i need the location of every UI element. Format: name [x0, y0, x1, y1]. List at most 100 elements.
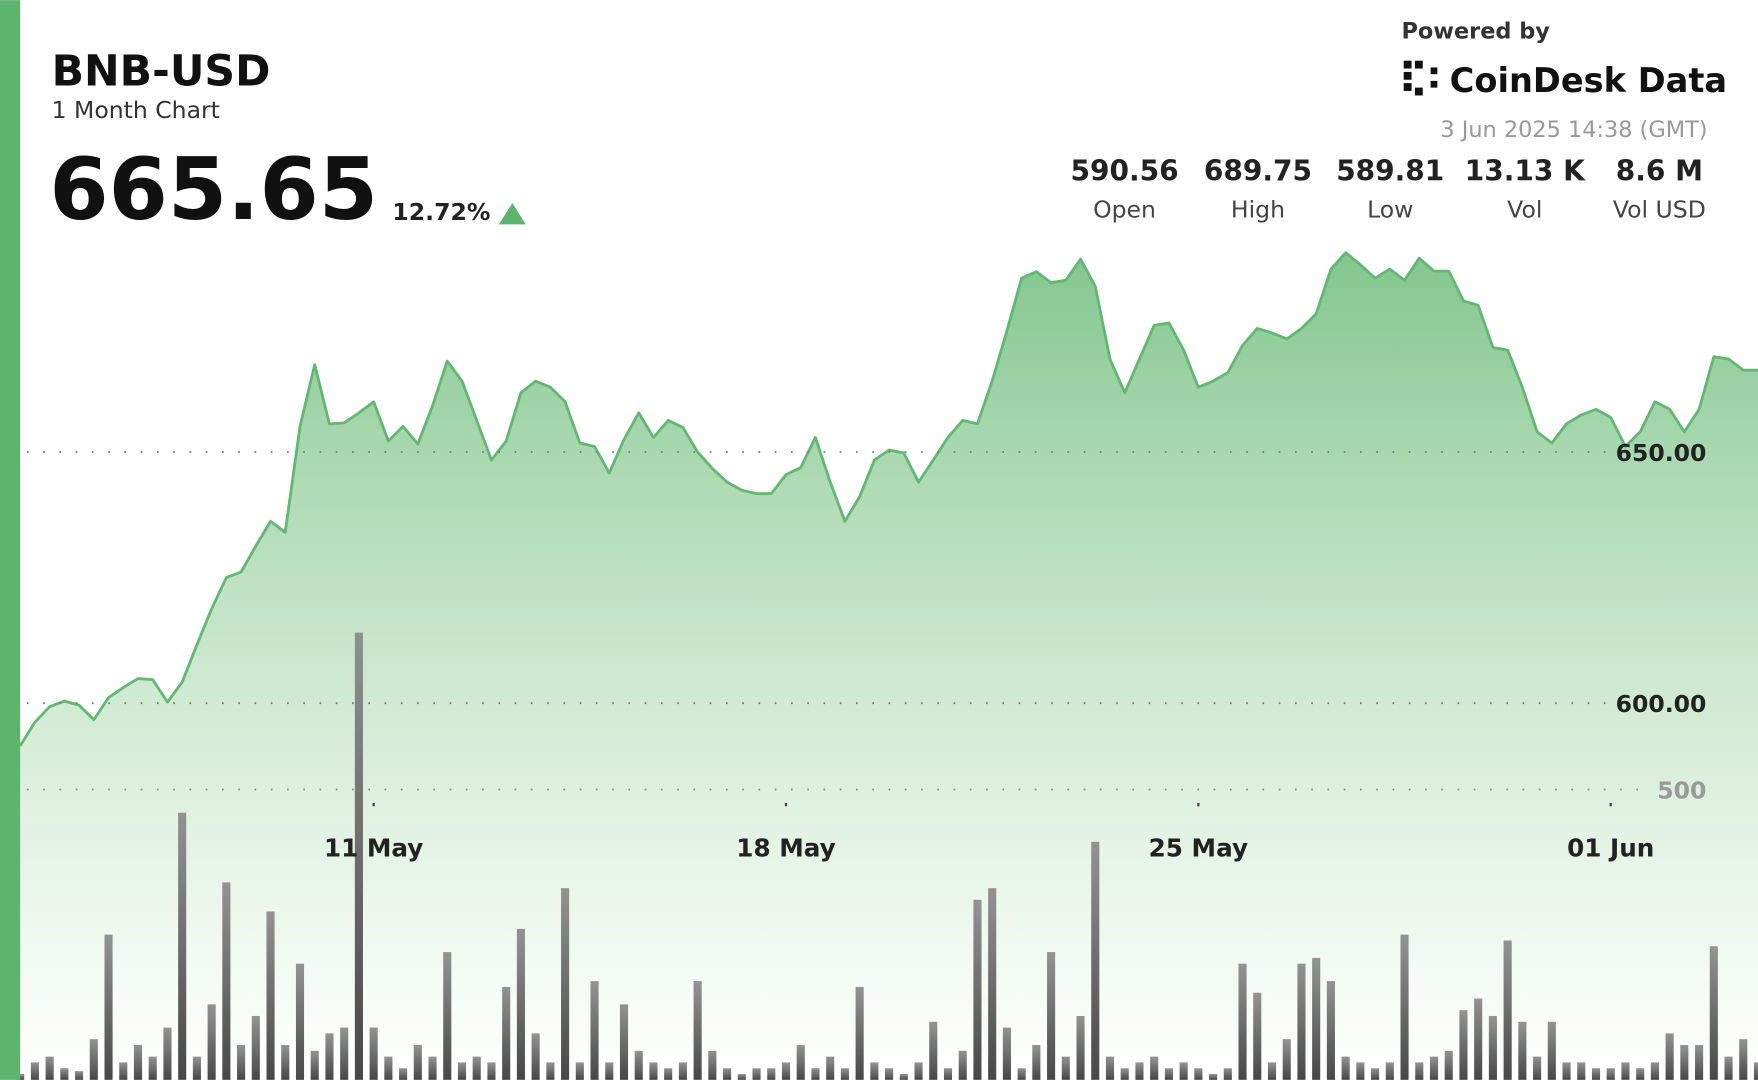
volume-bar — [605, 1062, 614, 1080]
volume-bar — [1105, 1056, 1115, 1080]
x-tick-label: 18 May — [736, 834, 835, 863]
brand-logo — [1403, 60, 1438, 96]
volume-bar — [1047, 952, 1056, 1080]
volume-bar — [1312, 957, 1321, 1080]
volume-bar — [1474, 998, 1483, 1080]
volume-bar — [664, 1068, 673, 1080]
volume-bar — [45, 1056, 54, 1080]
stat-value: 590.56 — [1070, 155, 1178, 188]
volume-bar — [546, 1062, 555, 1080]
volume-bar — [443, 952, 452, 1080]
volume-bar — [1488, 1015, 1497, 1080]
volume-bar — [723, 1068, 732, 1080]
title: BNB-USD — [52, 46, 271, 96]
volume-bar — [885, 1068, 894, 1080]
volume-bar — [295, 963, 305, 1080]
volume-bar — [1636, 1068, 1645, 1080]
volume-bar — [310, 1050, 319, 1080]
volume-bar — [178, 812, 187, 1080]
plot-area: 600.00 650.00 500 11 May 18 May 25 May 01 Jun — [16, 251, 1758, 1080]
stat-label: Vol USD — [1613, 196, 1706, 224]
volume-bar — [1444, 1050, 1453, 1080]
area-fill — [20, 252, 1758, 1080]
stat-label: Open — [1093, 196, 1156, 224]
volume-bar — [413, 1044, 422, 1080]
volume-bar — [1709, 946, 1718, 1080]
volume-bar — [163, 1027, 172, 1080]
volume-bar — [1194, 1068, 1203, 1080]
volume-bar — [678, 1062, 687, 1080]
x-tick-label: 25 May — [1149, 834, 1248, 863]
volume-bar — [1002, 1027, 1011, 1080]
accent-bar — [0, 0, 21, 1080]
volume-bar — [1267, 1062, 1277, 1080]
stat-value: 13.13 K — [1465, 155, 1586, 188]
stat-label: Low — [1367, 196, 1413, 224]
volume-bar — [1665, 1033, 1674, 1080]
stats: 590.56 Open 689.75 High 589.81 Low 13.13 K Vol 8… — [1070, 155, 1705, 224]
volume-bar — [1724, 1056, 1733, 1080]
brand: CoinDesk Data — [1450, 61, 1727, 100]
change: 12.72% — [392, 198, 490, 226]
subtitle: 1 Month Chart — [52, 96, 220, 124]
volume-bar — [752, 1068, 761, 1080]
volume-bar — [929, 1021, 938, 1080]
volume-bar — [1459, 1010, 1468, 1080]
volume-bar — [148, 1056, 157, 1080]
volume-bar — [487, 1062, 496, 1080]
volume-bar — [1164, 1068, 1173, 1080]
volume-bar — [472, 1056, 481, 1080]
volume-bar — [767, 1068, 776, 1080]
volume-bar — [855, 986, 864, 1080]
volume-bar — [384, 1056, 393, 1080]
y-tick-label: 600.00 — [1616, 690, 1707, 718]
volume-bar — [590, 981, 599, 1080]
volume-bar — [737, 1074, 746, 1080]
powered-by: Powered by — [1401, 18, 1550, 44]
volume-bar — [428, 1056, 437, 1080]
volume-bar — [781, 1062, 791, 1080]
volume-bar — [1739, 1039, 1748, 1080]
volume-bar — [1695, 1044, 1704, 1080]
volume-bar — [619, 1004, 629, 1080]
stat-value: 689.75 — [1204, 155, 1312, 188]
volume-bar — [1297, 963, 1306, 1080]
price: 665.65 — [49, 141, 378, 240]
volume-bar — [1533, 1056, 1542, 1080]
volume-bar — [1326, 981, 1335, 1080]
volume-bar — [1650, 1062, 1659, 1080]
volume-bar — [1223, 1068, 1232, 1080]
volume-bar — [1753, 1062, 1758, 1080]
volume-bar — [988, 888, 997, 1080]
volume-bar — [1429, 1056, 1439, 1080]
volume-bar — [1621, 1062, 1630, 1080]
volume-bar — [1032, 1044, 1041, 1080]
stat-value: 8.6 M — [1616, 155, 1703, 188]
volume-bar — [75, 1071, 84, 1080]
volume-bar — [30, 1062, 39, 1080]
volume-bar — [693, 981, 702, 1080]
volume-bar — [1150, 1056, 1159, 1080]
volume-bar — [1547, 1021, 1556, 1080]
volume-bar — [325, 1033, 334, 1080]
volume-bar — [192, 1056, 201, 1080]
volume-bar — [649, 1062, 658, 1080]
x-tick-label: 01 Jun — [1567, 834, 1654, 863]
volume-bar — [1238, 963, 1247, 1080]
volume-bar — [634, 1050, 643, 1080]
y2-tick-label: 500 — [1657, 776, 1706, 804]
volume-bar — [811, 1068, 820, 1080]
volume-bar — [222, 882, 231, 1080]
volume-bar — [1591, 1068, 1601, 1080]
volume-bar — [1356, 1062, 1365, 1080]
volume-bar — [708, 1050, 717, 1080]
volume-bar — [1503, 940, 1512, 1080]
volume-bar — [1606, 1068, 1615, 1080]
volume-bar — [1341, 1056, 1350, 1080]
volume-bar — [1120, 1068, 1129, 1080]
volume-bar — [840, 1068, 849, 1080]
up-arrow — [498, 203, 526, 225]
volume-bar — [899, 1074, 908, 1080]
volume-bar — [575, 1062, 584, 1080]
